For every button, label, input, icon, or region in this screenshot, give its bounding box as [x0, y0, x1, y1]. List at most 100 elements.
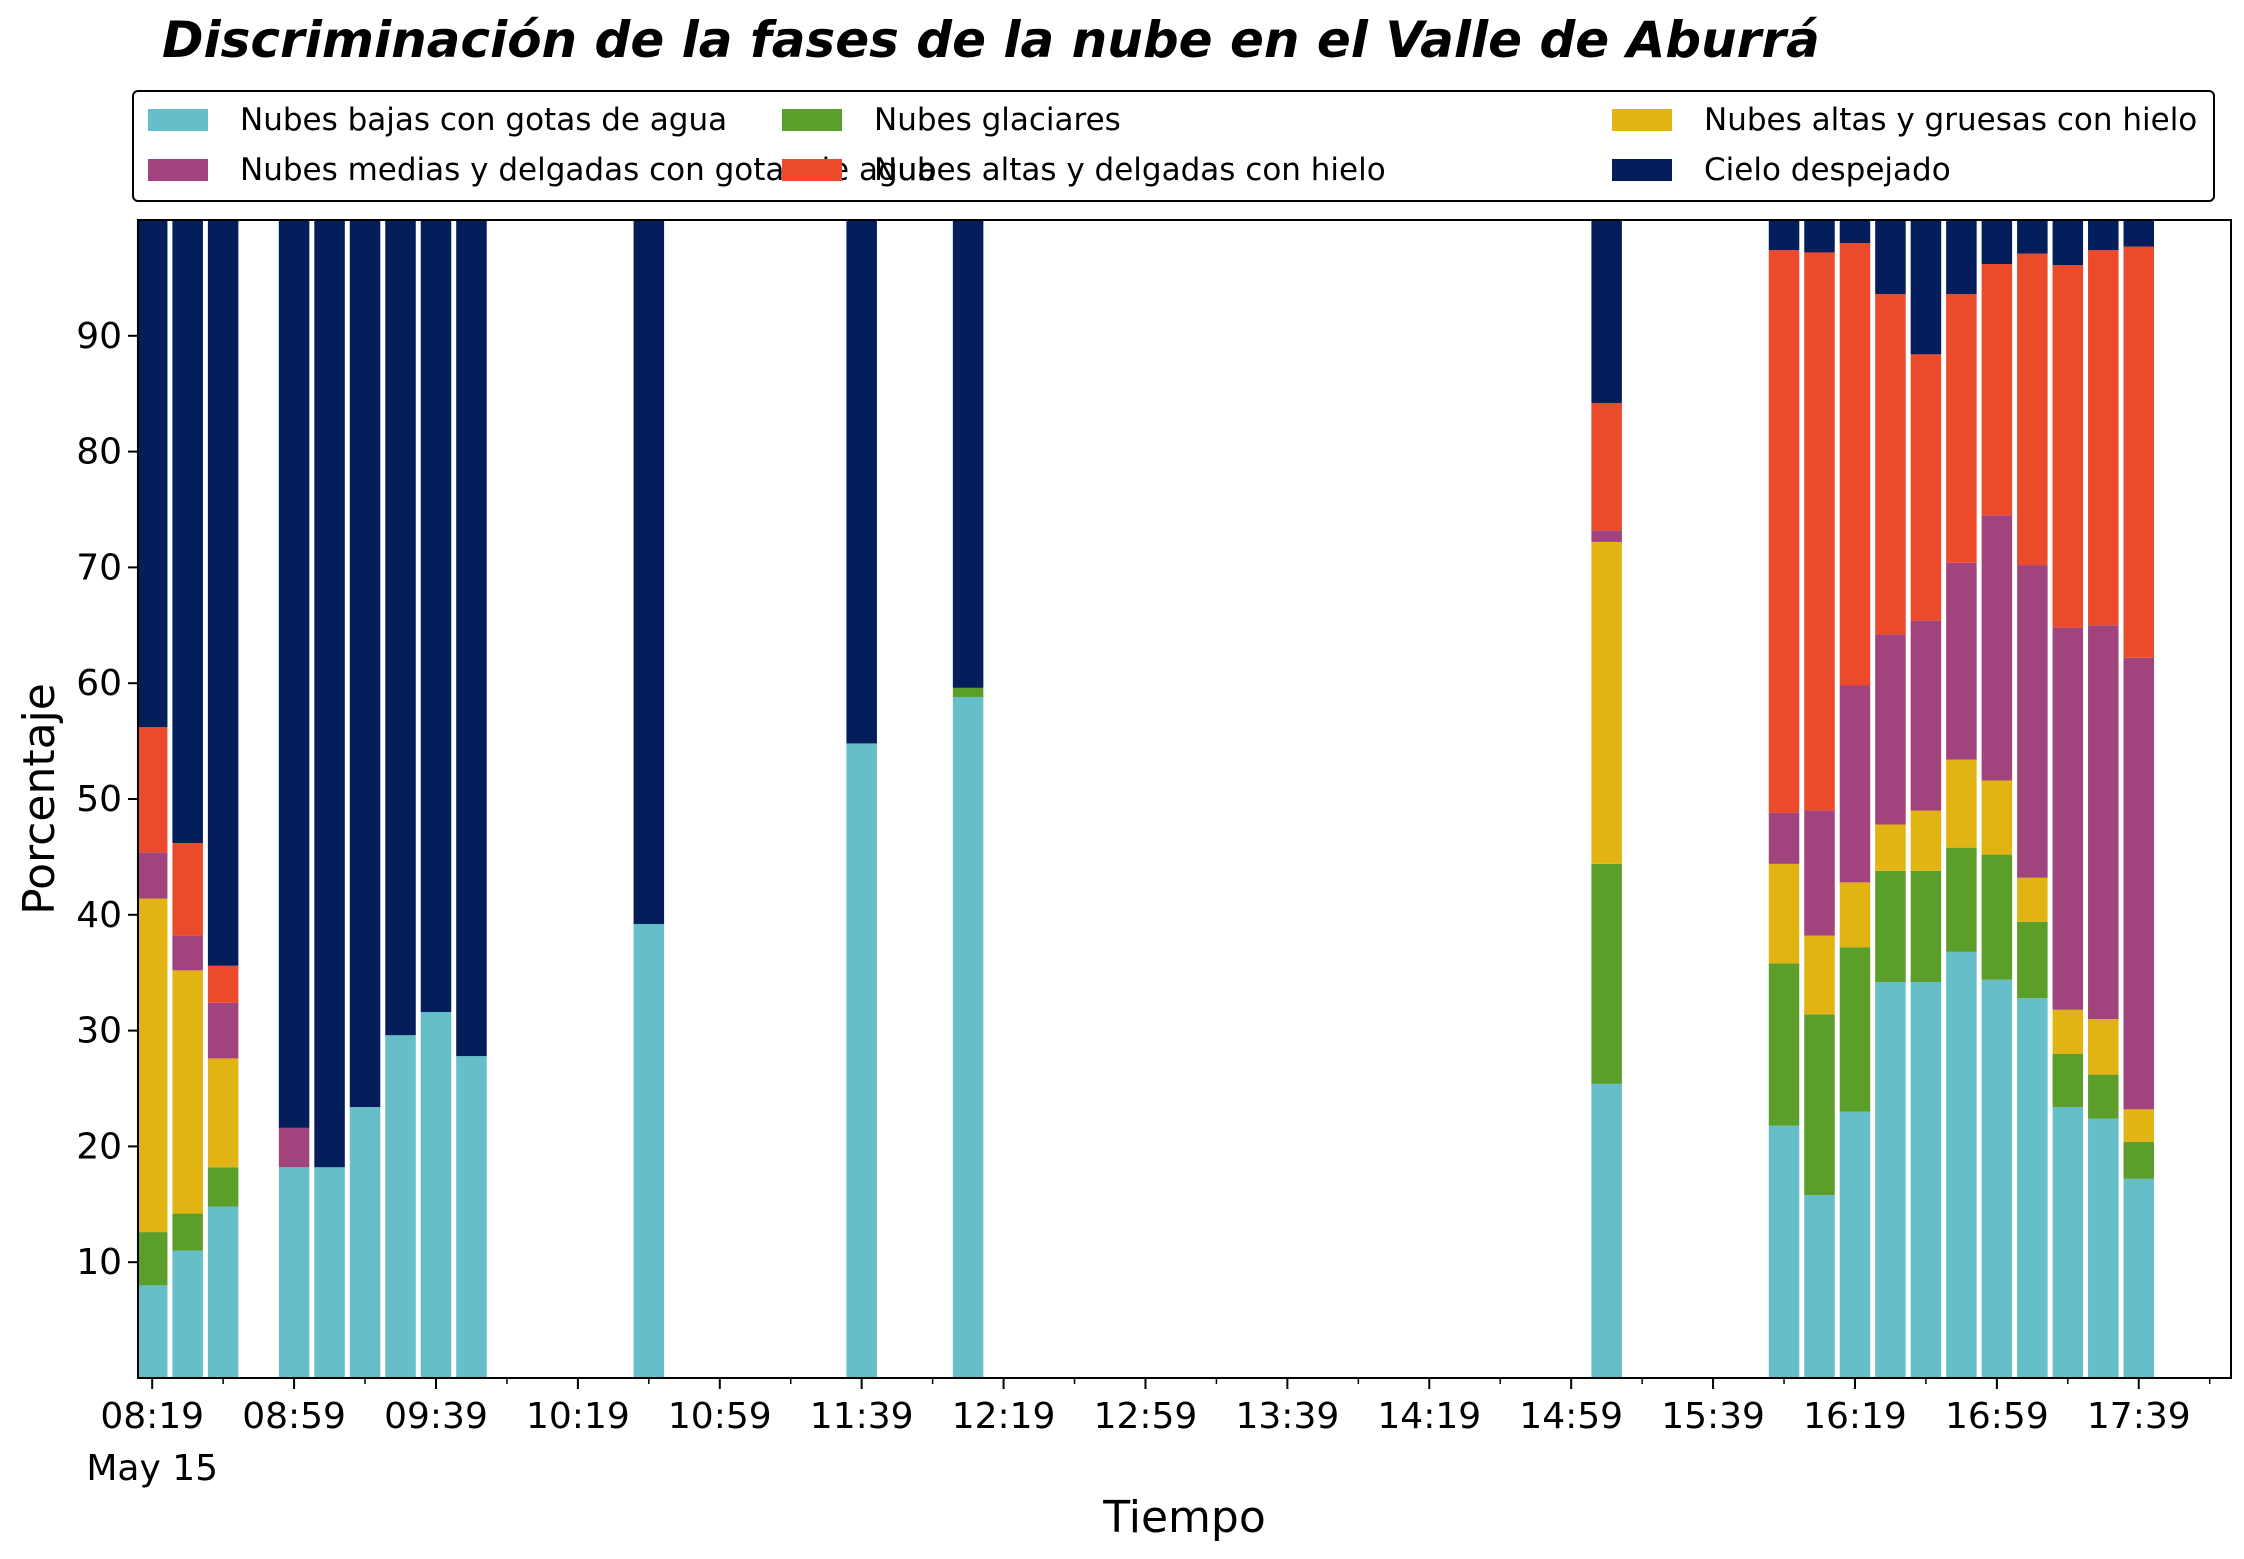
bar-segment — [1804, 1195, 1835, 1378]
bar-segment — [1839, 882, 1871, 948]
bar-segment — [1804, 935, 1835, 1015]
bar-segment — [846, 743, 877, 1378]
y-tick-label: 50 — [76, 779, 122, 820]
bar-segment — [385, 220, 416, 1036]
bar-segment — [349, 1107, 381, 1378]
bar-segment — [172, 843, 203, 936]
bar-segment — [1591, 1083, 1622, 1378]
bar-segment — [1910, 810, 1942, 871]
legend-item: Nubes bajas con gotas de agua — [148, 100, 727, 140]
bar-segment — [314, 1167, 345, 1378]
bar-segment — [2052, 1053, 2084, 1108]
legend-swatch — [1612, 159, 1672, 181]
bar-segment — [172, 970, 203, 1214]
bar-segment — [1910, 870, 1942, 982]
bar-segment — [2123, 1141, 2155, 1179]
x-tick-label: 14:59 — [1519, 1396, 1623, 1437]
legend-swatch — [1612, 109, 1672, 131]
bar-segment — [2017, 998, 2048, 1378]
x-tick-label: 14:19 — [1377, 1396, 1481, 1437]
y-axis-label: Porcentaje — [14, 683, 65, 915]
bar-segment — [207, 220, 239, 966]
bar-segment — [2052, 627, 2084, 1010]
bar-segment — [1946, 759, 1977, 848]
bar-segment — [1839, 685, 1871, 883]
bar-segment — [1910, 354, 1942, 621]
x-tick-label: 10:19 — [526, 1396, 630, 1437]
bar-segment — [207, 965, 239, 1003]
x-tick-label: 15:39 — [1661, 1396, 1765, 1437]
bar-segment — [1804, 252, 1835, 811]
legend-swatch — [148, 109, 208, 131]
bar-segment — [633, 924, 665, 1378]
bar-segment — [1768, 1125, 1800, 1378]
bar-segment — [420, 220, 452, 1013]
bar-segment — [1839, 947, 1871, 1112]
bar-segment — [1804, 1014, 1835, 1196]
bar-segment — [172, 935, 203, 971]
legend: Nubes bajas con gotas de agua Nubes glaci… — [132, 90, 2215, 202]
x-tick-label: 16:19 — [1803, 1396, 1907, 1437]
bar-segment — [278, 220, 310, 1128]
bar-segment — [2088, 1019, 2119, 1075]
bar-segment — [136, 1285, 168, 1378]
bar-segment — [1591, 863, 1622, 1084]
bar-segment — [1875, 220, 1906, 295]
bar-segment — [1804, 810, 1835, 936]
bar-segment — [2017, 253, 2048, 566]
bar-segment — [1875, 870, 1906, 982]
chart-title: Discriminación de la fases de la nube en… — [162, 11, 1820, 69]
legend-item: Cielo despejado — [1612, 150, 1951, 190]
bar-segment — [2088, 625, 2119, 1020]
y-tick-label: 40 — [76, 895, 122, 936]
bar-segment — [1591, 541, 1622, 864]
bar-segment — [2123, 220, 2155, 247]
bar-segment — [2088, 250, 2119, 626]
bar-segment — [1875, 294, 1906, 635]
bar-segment — [420, 1012, 452, 1378]
bar-segment — [2052, 1009, 2084, 1054]
x-tick-label: 12:19 — [952, 1396, 1056, 1437]
bar-segment — [1981, 220, 2013, 264]
legend-item: Nubes altas y gruesas con hielo — [1612, 100, 2197, 140]
bar-segment — [1946, 562, 1977, 760]
y-tick-label: 90 — [76, 316, 122, 357]
y-tick-label: 20 — [76, 1126, 122, 1167]
legend-label: Cielo despejado — [1704, 152, 1951, 188]
bar-segment — [1981, 979, 2013, 1378]
bar-segment — [1839, 243, 1871, 686]
bar-segment — [2123, 657, 2155, 1110]
x-tick-label: 10:59 — [668, 1396, 772, 1437]
bar-segment — [172, 1250, 203, 1378]
bar-segment — [136, 852, 168, 899]
y-tick-label: 70 — [76, 547, 122, 588]
bar-segment — [349, 220, 381, 1108]
bar-segment — [2123, 246, 2155, 658]
bar-segment — [1591, 220, 1622, 403]
bars-group — [136, 220, 2155, 1378]
bar-segment — [633, 220, 665, 925]
x-date-label: May 15 — [86, 1448, 218, 1489]
bar-segment — [456, 1056, 487, 1378]
bar-segment — [136, 1232, 168, 1286]
bar-segment — [136, 220, 168, 728]
bar-segment — [2088, 1118, 2119, 1378]
bar-segment — [1875, 634, 1906, 825]
bar-segment — [1981, 515, 2013, 781]
legend-swatch — [782, 109, 842, 131]
legend-item: Nubes glaciares — [782, 100, 1121, 140]
bar-segment — [2052, 1107, 2084, 1378]
bar-segment — [2017, 220, 2048, 254]
bar-segment — [172, 1213, 203, 1251]
bar-segment — [2052, 220, 2084, 266]
bar-segment — [1591, 402, 1622, 531]
bar-segment — [1839, 220, 1871, 244]
bar-segment — [1981, 854, 2013, 980]
bar-segment — [1768, 963, 1800, 1126]
bar-segment — [1875, 824, 1906, 871]
bar-segment — [1768, 863, 1800, 964]
bar-segment — [456, 220, 487, 1057]
bar-segment — [846, 220, 877, 744]
bar-segment — [136, 898, 168, 1233]
bar-segment — [1768, 250, 1800, 813]
